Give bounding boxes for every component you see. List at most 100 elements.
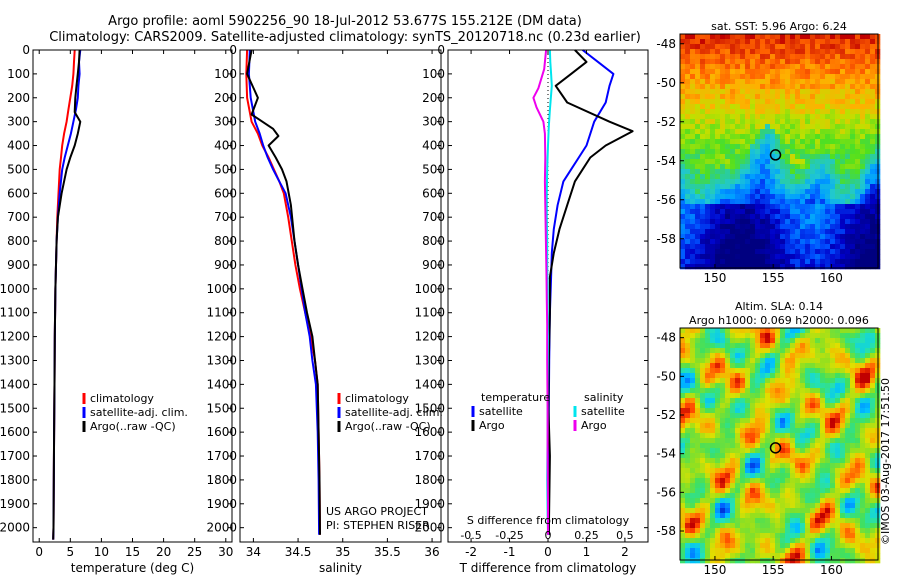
map-pixel	[735, 114, 741, 120]
map-pixel	[870, 219, 876, 225]
map-pixel	[685, 184, 691, 190]
map-pixel	[710, 468, 716, 474]
map-pixel	[750, 129, 756, 135]
map-pixel	[685, 448, 691, 454]
map-pixel	[680, 164, 686, 170]
map-pixel	[735, 64, 741, 70]
map-pixel	[780, 538, 786, 544]
map-pixel	[695, 214, 701, 220]
map-pixel	[755, 224, 761, 230]
map-pixel	[740, 159, 746, 165]
map-pixel	[795, 383, 801, 389]
map-pixel	[825, 403, 831, 409]
map-pixel	[745, 219, 751, 225]
map-pixel	[805, 119, 811, 125]
map-pixel	[795, 533, 801, 539]
map-pixel	[730, 383, 736, 389]
map-pixel	[745, 159, 751, 165]
map-pixel	[840, 533, 846, 539]
map-pixel	[760, 368, 766, 374]
map-pixel	[710, 204, 716, 210]
map-pixel	[750, 174, 756, 180]
map-pixel	[715, 49, 721, 55]
map-pixel	[865, 473, 871, 479]
map-pixel	[825, 209, 831, 215]
map-pixel	[845, 408, 851, 414]
map-pixel	[865, 413, 871, 419]
y-tick-label: 1800	[414, 473, 445, 487]
map-pixel	[870, 428, 876, 434]
map-pixel	[785, 403, 791, 409]
map-pixel	[785, 79, 791, 85]
map-pixel	[840, 94, 846, 100]
map-pixel	[720, 224, 726, 230]
map-pixel	[760, 154, 766, 160]
map-pixel	[850, 179, 856, 185]
map-pixel	[825, 353, 831, 359]
map-pixel	[735, 239, 741, 245]
map-pixel	[695, 373, 701, 379]
map-pixel	[830, 463, 836, 469]
map-pixel	[820, 234, 826, 240]
map-pixel	[825, 433, 831, 439]
map-pixel	[700, 328, 706, 334]
map-pixel	[760, 179, 766, 185]
map-pixel	[685, 74, 691, 80]
map-pixel	[835, 498, 841, 504]
map-pixel	[740, 84, 746, 90]
map-pixel	[780, 378, 786, 384]
map-pixel	[705, 74, 711, 80]
map-pixel	[860, 244, 866, 250]
map-pixel	[800, 388, 806, 394]
map-pixel	[830, 84, 836, 90]
map-pixel	[700, 428, 706, 434]
map-pixel	[870, 189, 876, 195]
map-pixel	[740, 433, 746, 439]
map-pixel	[810, 463, 816, 469]
map-pixel	[855, 388, 861, 394]
map-pixel	[785, 398, 791, 404]
map-pixel	[770, 363, 776, 369]
map-pixel	[840, 403, 846, 409]
map-pixel	[735, 413, 741, 419]
map-pixel	[810, 378, 816, 384]
map-pixel	[715, 468, 721, 474]
map-pixel	[695, 189, 701, 195]
map-pixel	[690, 74, 696, 80]
map-pixel	[825, 229, 831, 235]
map-pixel	[685, 453, 691, 459]
map-pixel	[835, 234, 841, 240]
map-pixel	[865, 229, 871, 235]
map-pixel	[745, 189, 751, 195]
map-pixel	[825, 184, 831, 190]
map-pixel	[770, 244, 776, 250]
y-tick-label: 1400	[414, 377, 445, 391]
map-pixel	[850, 39, 856, 45]
map-pixel	[710, 194, 716, 200]
map-pixel	[700, 423, 706, 429]
map-pixel	[815, 209, 821, 215]
map-pixel	[760, 353, 766, 359]
map-pixel	[695, 114, 701, 120]
argo-location-marker	[769, 149, 782, 161]
y-tick-label: 500	[214, 162, 237, 176]
map-pixel	[800, 528, 806, 534]
map-pixel	[775, 189, 781, 195]
map-pixel	[695, 413, 701, 419]
map-pixel	[780, 343, 786, 349]
map-pixel	[855, 528, 861, 534]
map-pixel	[690, 59, 696, 65]
map-pixel	[685, 54, 691, 60]
map-pixel	[785, 54, 791, 60]
map-pixel	[805, 89, 811, 95]
map-pixel	[855, 498, 861, 504]
difference-series-line-0	[547, 49, 615, 535]
map-pixel	[745, 343, 751, 349]
map-pixel	[785, 99, 791, 105]
map-pixel	[730, 144, 736, 150]
map-pixel	[870, 59, 876, 65]
map-pixel	[710, 378, 716, 384]
map-pixel	[855, 328, 861, 334]
map-pixel	[795, 264, 801, 270]
